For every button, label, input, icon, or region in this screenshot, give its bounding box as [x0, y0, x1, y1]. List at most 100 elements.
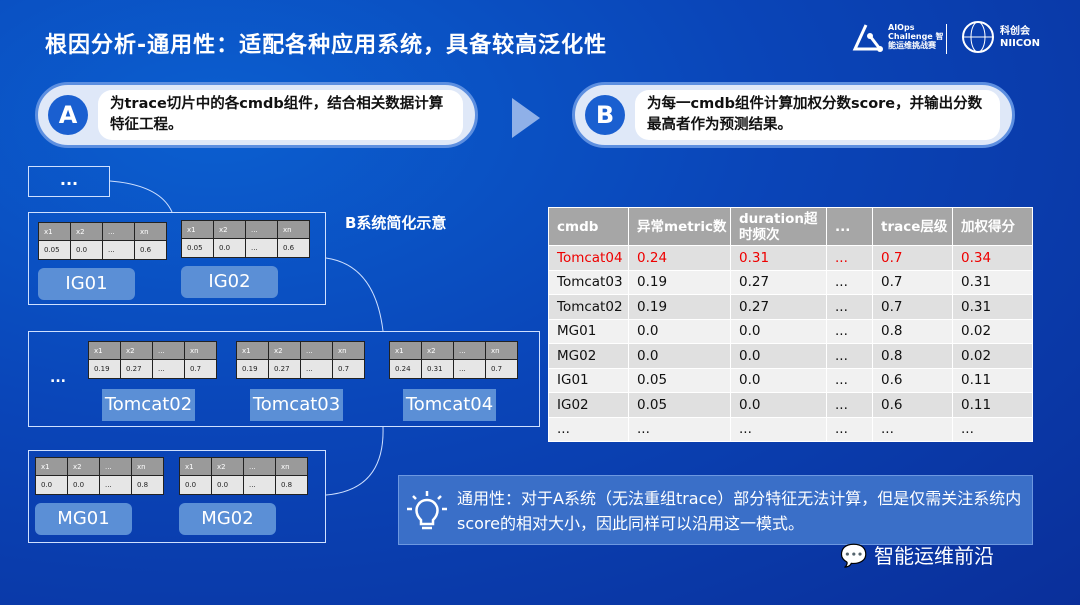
table-cell: 0.19 — [628, 269, 731, 295]
table-cell: 0.31 — [952, 269, 1033, 295]
feature-value: 0.05 — [181, 238, 214, 258]
feature-value: 0.8 — [131, 475, 164, 495]
feature-table: x1 x2... xn 0.05 0.0... 0.6 — [181, 220, 310, 258]
arrow-connector — [325, 426, 384, 496]
table-cell: IG02 — [548, 392, 629, 418]
table-cell: 0.34 — [952, 245, 1033, 271]
table-cell: ... — [826, 269, 873, 295]
feature-header: ... — [102, 222, 135, 241]
niicon-logo-text: 科创会 NIICON — [1000, 26, 1041, 49]
feature-value: ... — [243, 475, 276, 495]
feature-header: xn — [131, 457, 164, 476]
feature-value: ... — [453, 359, 486, 379]
feature-value: 0.27 — [120, 359, 153, 379]
feature-header: x2 — [67, 457, 100, 476]
feature-header: x2 — [213, 220, 246, 239]
table-row: MG01 0.0 0.0... 0.8 0.02 — [548, 318, 1033, 344]
step-b-pill: B 为每一cmdb组件计算加权分数score，并输出分数最高者作为预测结果。 — [572, 82, 1015, 148]
table-cell: ... — [826, 318, 873, 344]
feature-value: 0.7 — [485, 359, 518, 379]
header-cell: 异常metric数 — [628, 207, 731, 246]
table-cell: 0.7 — [872, 245, 953, 271]
feature-header: ... — [300, 341, 333, 360]
table-cell: Tomcat02 — [548, 294, 629, 320]
table-cell: 0.11 — [952, 392, 1033, 418]
feature-header: x1 — [389, 341, 422, 360]
feature-header: x1 — [38, 222, 71, 241]
table-cell: ... — [548, 416, 629, 442]
table-cell: Tomcat03 — [548, 269, 629, 295]
feature-header: x1 — [35, 457, 68, 476]
feature-header: xn — [184, 341, 217, 360]
table-cell: ... — [872, 416, 953, 442]
niicon-globe-icon — [962, 21, 994, 53]
table-cell: 0.31 — [952, 294, 1033, 320]
table-cell: 0.8 — [872, 343, 953, 369]
table-cell: 0.0 — [628, 318, 731, 344]
feature-header: x2 — [211, 457, 244, 476]
feature-header: x2 — [421, 341, 454, 360]
feature-header: xn — [275, 457, 308, 476]
component-label: Tomcat03 — [250, 389, 343, 421]
lightbulb-icon — [407, 491, 447, 530]
table-cell: ... — [826, 416, 873, 442]
table-cell: 0.11 — [952, 367, 1033, 393]
component-label: Tomcat02 — [102, 389, 195, 421]
table-cell: 0.02 — [952, 343, 1033, 369]
feature-value: 0.0 — [67, 475, 100, 495]
feature-header: ... — [453, 341, 486, 360]
aiops-triangle-icon — [852, 24, 884, 52]
tip-text: 通用性：对于A系统（无法重组trace）部分特征无法计算，但是仅需关注系统内sc… — [457, 489, 1022, 533]
arrow-connector — [325, 257, 384, 332]
table-cell: MG01 — [548, 318, 629, 344]
table-cell: 0.05 — [628, 392, 731, 418]
table-row: IG01 0.05 0.0... 0.6 0.11 — [548, 367, 1033, 393]
table-cell: 0.24 — [628, 245, 731, 271]
feature-value: 0.8 — [275, 475, 308, 495]
table-row: Tomcat02 0.19 0.27... 0.7 0.31 — [548, 294, 1033, 320]
feature-header: ... — [245, 220, 278, 239]
step-a-text: 为trace切片中的各cmdb组件，结合相关数据计算特征工程。 — [98, 90, 463, 140]
wechat-icon: 💬 — [840, 544, 868, 569]
table-cell: ... — [628, 416, 731, 442]
feature-value: 0.7 — [184, 359, 217, 379]
table-cell: 0.02 — [952, 318, 1033, 344]
feature-value: 0.27 — [268, 359, 301, 379]
page-title: 根因分析-通用性：适配各种应用系统，具备较高泛化性 — [45, 33, 608, 58]
table-cell: 0.05 — [628, 367, 731, 393]
feature-header: x2 — [120, 341, 153, 360]
table-cell: IG01 — [548, 367, 629, 393]
watermark-text: 智能运维前沿 — [874, 544, 994, 568]
tip-box: 通用性：对于A系统（无法重组trace）部分特征无法计算，但是仅需关注系统内sc… — [398, 475, 1033, 545]
feature-header: ... — [152, 341, 185, 360]
header-cell: 加权得分 — [952, 207, 1033, 246]
feature-header: xn — [277, 220, 310, 239]
feature-table: x1 x2... xn 0.19 0.27... 0.7 — [236, 341, 365, 379]
step-a-pill: A 为trace切片中的各cmdb组件，结合相关数据计算特征工程。 — [35, 82, 478, 148]
arrow-right-icon — [512, 98, 540, 138]
feature-table: x1 x2... xn 0.0 0.0... 0.8 — [35, 457, 164, 495]
table-cell: 0.6 — [872, 367, 953, 393]
score-table: cmdb 异常metric数 duration超时频次 ... trace层级 … — [548, 207, 1033, 442]
feature-value: ... — [102, 240, 135, 260]
feature-value: 0.0 — [213, 238, 246, 258]
feature-value: ... — [152, 359, 185, 379]
component-label: Tomcat04 — [403, 389, 496, 421]
feature-value: ... — [245, 238, 278, 258]
feature-value: ... — [300, 359, 333, 379]
table-cell: 0.0 — [628, 343, 731, 369]
feature-table: x1 x2... xn 0.05 0.0... 0.6 — [38, 222, 167, 260]
step-b-text: 为每一cmdb组件计算加权分数score，并输出分数最高者作为预测结果。 — [635, 90, 1000, 140]
table-row: MG02 0.0 0.0... 0.8 0.02 — [548, 343, 1033, 369]
feature-table: x1 x2... xn 0.19 0.27... 0.7 — [88, 341, 217, 379]
header-cell: cmdb — [548, 207, 629, 246]
table-cell: 0.8 — [872, 318, 953, 344]
mg-group — [28, 450, 326, 543]
flow-arrows — [109, 180, 384, 496]
feature-header: x1 — [236, 341, 269, 360]
feature-header: ... — [99, 457, 132, 476]
feature-header: x1 — [181, 220, 214, 239]
table-cell: ... — [826, 294, 873, 320]
table-cell: ... — [826, 392, 873, 418]
table-cell: 0.0 — [730, 318, 827, 344]
